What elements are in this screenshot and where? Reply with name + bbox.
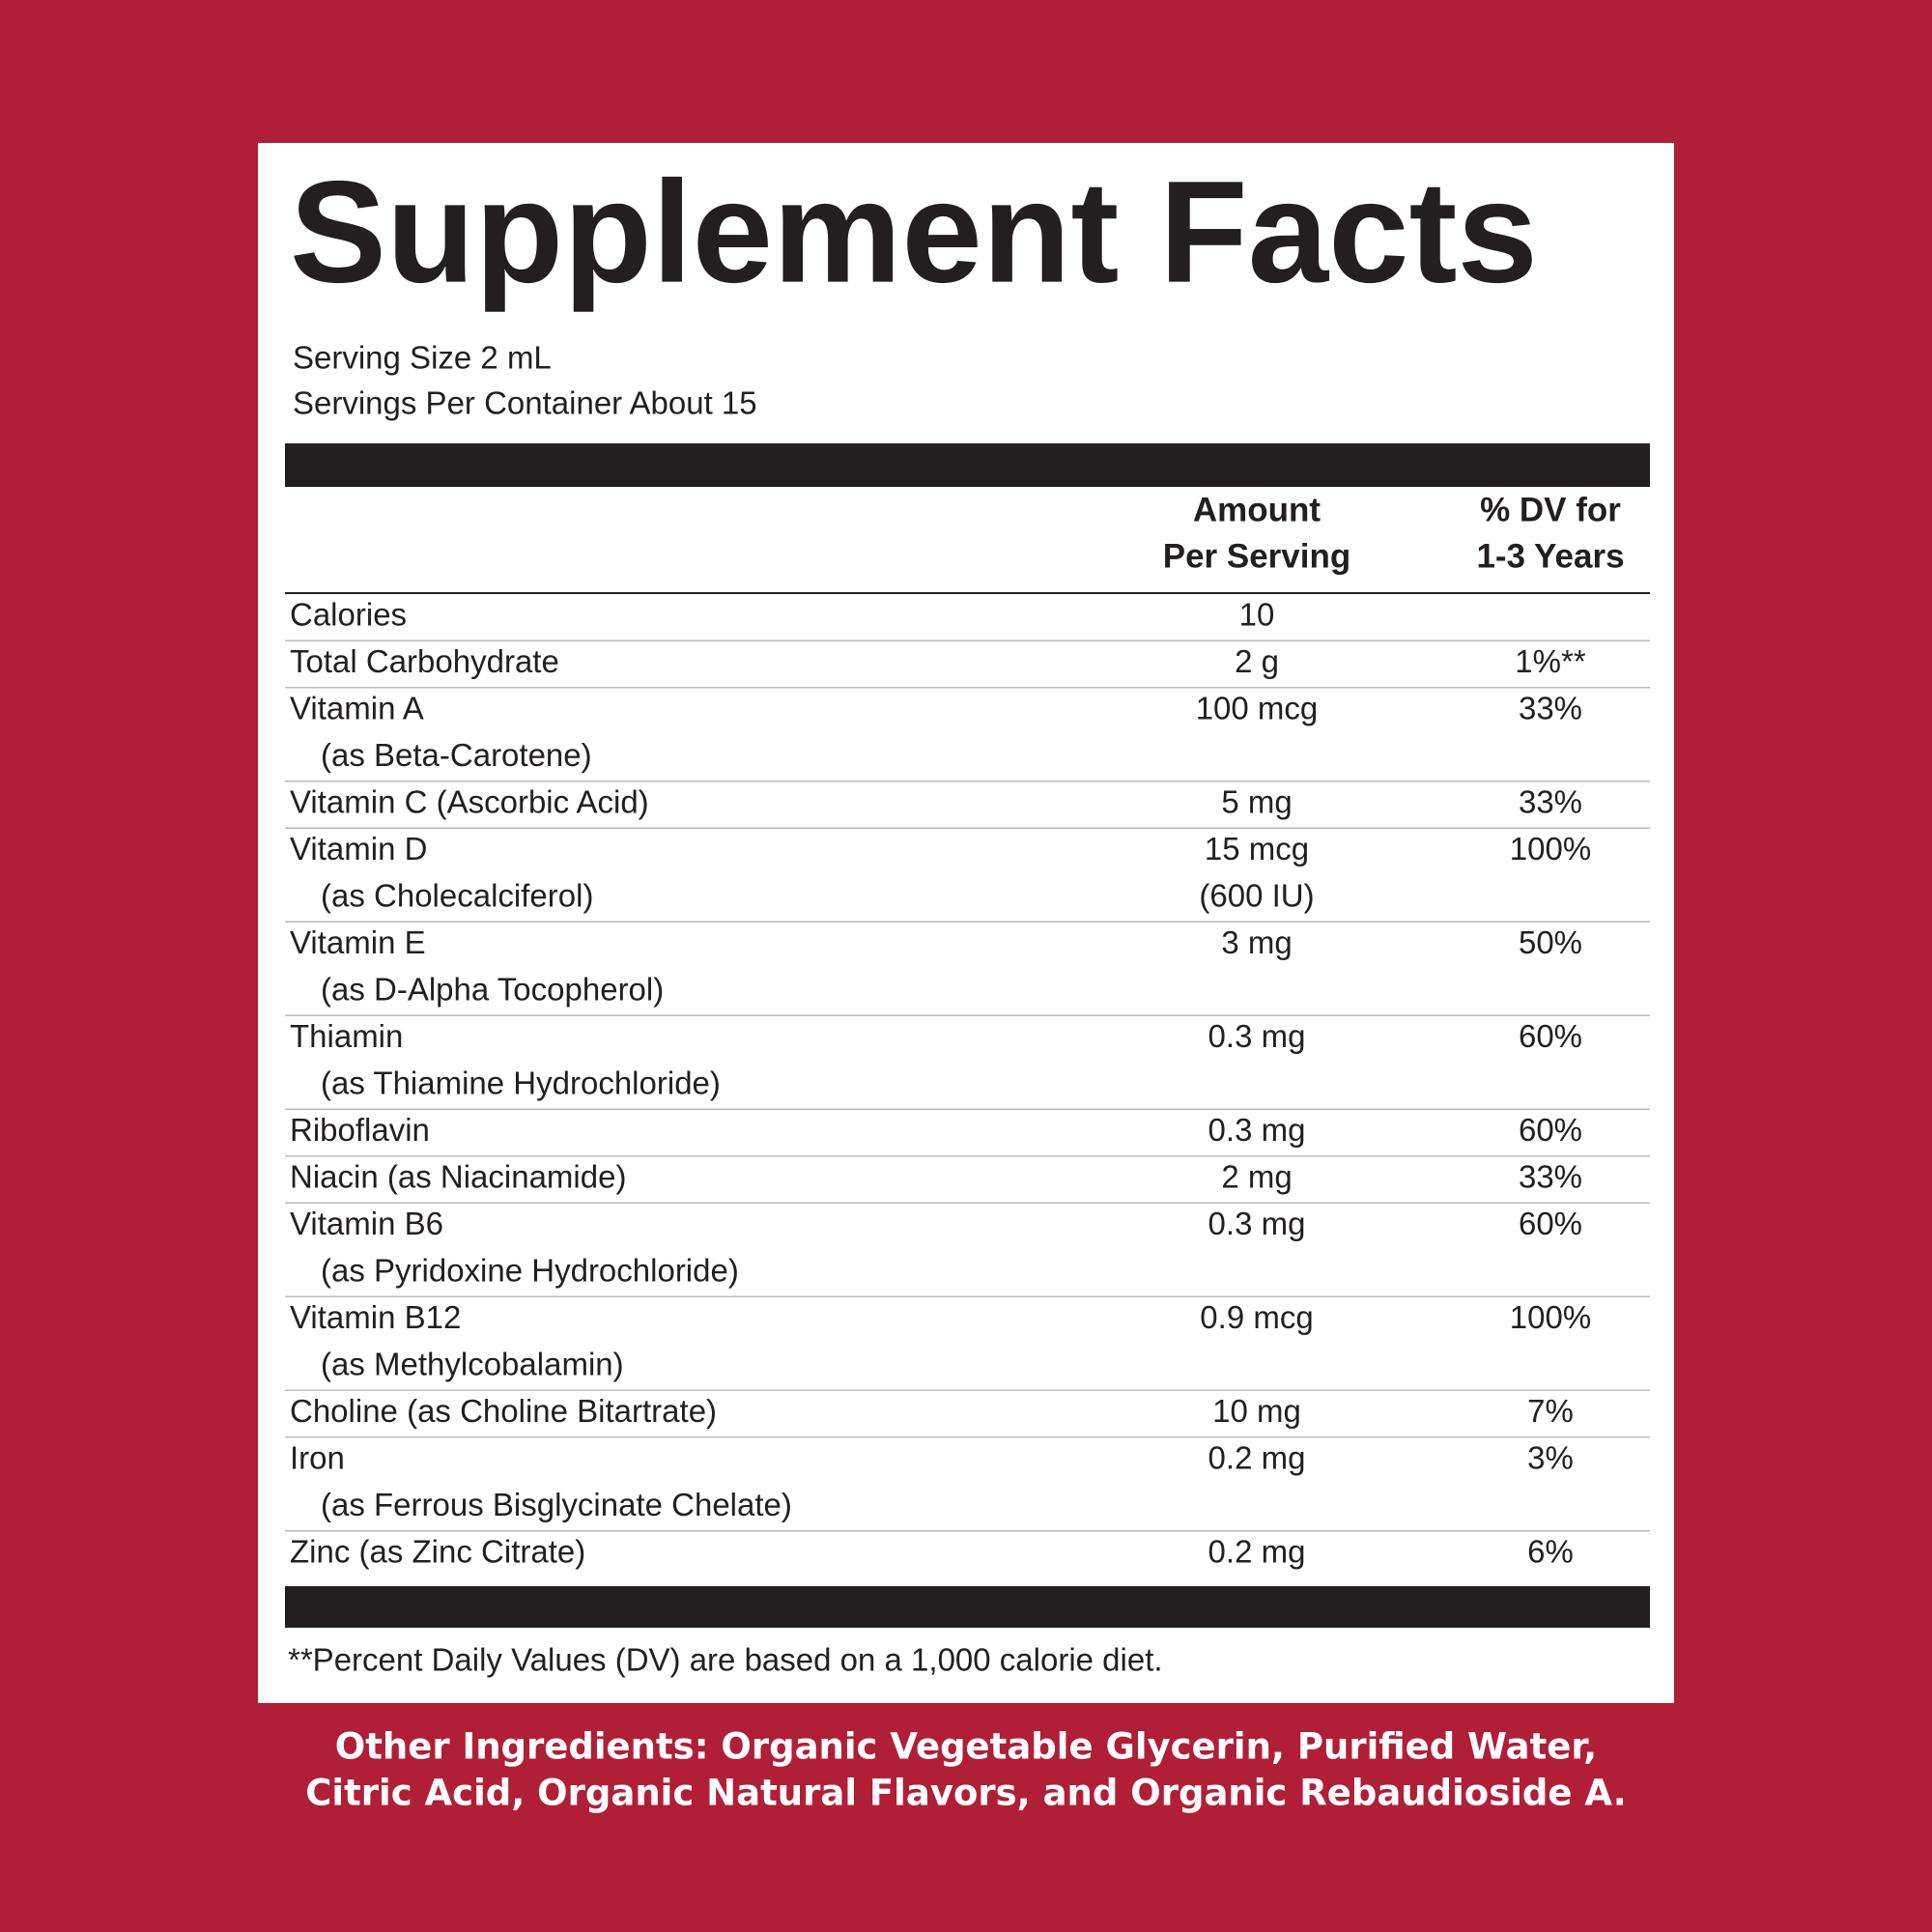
- daily-value: 7%: [1527, 1393, 1574, 1429]
- row-divider: [285, 1436, 1650, 1438]
- amount: (600 IU): [1199, 878, 1314, 914]
- amount: 15 mcg: [1205, 831, 1309, 867]
- amount: 10 mg: [1212, 1393, 1301, 1429]
- nutrient-name: Vitamin A: [290, 691, 424, 726]
- daily-value: 3%: [1527, 1440, 1574, 1476]
- nutrient-name: Vitamin B12: [290, 1299, 461, 1335]
- facts-panel: [258, 143, 1674, 1703]
- nutrient-source: (as Beta-Carotene): [321, 737, 592, 773]
- daily-value: 33%: [1519, 691, 1582, 726]
- amount: 2 g: [1235, 643, 1279, 679]
- amount: 0.9 mcg: [1200, 1299, 1313, 1335]
- amount: 0.3 mg: [1208, 1112, 1306, 1148]
- row-divider: [285, 687, 1650, 689]
- row-divider: [285, 921, 1650, 923]
- daily-value: 60%: [1519, 1112, 1582, 1148]
- nutrient-name: Thiamin: [290, 1018, 403, 1054]
- nutrient-name: Niacin (as Niacinamide): [290, 1159, 626, 1195]
- daily-value: 6%: [1527, 1534, 1574, 1570]
- title: Supplement Facts: [290, 151, 1538, 313]
- daily-value: 60%: [1519, 1206, 1582, 1241]
- daily-value: 33%: [1519, 1159, 1582, 1195]
- daily-value: 100%: [1510, 831, 1591, 867]
- nutrient-name: Vitamin C (Ascorbic Acid): [290, 784, 649, 820]
- header-rule: [285, 592, 1650, 594]
- amount: 3 mg: [1221, 924, 1292, 960]
- nutrient-source: (as Methylcobalamin): [321, 1347, 624, 1382]
- daily-value: 60%: [1519, 1018, 1582, 1054]
- row-divider: [285, 1530, 1650, 1532]
- daily-value: 1%**: [1515, 643, 1586, 679]
- row-divider: [285, 1014, 1650, 1016]
- row-divider: [285, 781, 1650, 782]
- amount-header: Amount: [1193, 491, 1321, 528]
- nutrient-name: Iron: [290, 1440, 345, 1476]
- other-ingredients: Other Ingredients: Organic Vegetable Gly…: [335, 1726, 1598, 1768]
- bottom-bar: [285, 1586, 1650, 1628]
- dv-header: 1-3 Years: [1476, 537, 1624, 575]
- dv-header: % DV for: [1480, 491, 1621, 528]
- serving-size: Serving Size 2 mL: [293, 340, 552, 376]
- amount: 5 mg: [1221, 784, 1292, 820]
- nutrient-name: Vitamin E: [290, 924, 426, 960]
- row-divider: [285, 1295, 1650, 1297]
- nutrient-source: (as Cholecalciferol): [321, 878, 593, 914]
- other-ingredients: Citric Acid, Organic Natural Flavors, an…: [305, 1773, 1627, 1814]
- nutrient-source: (as Pyridoxine Hydrochloride): [321, 1253, 739, 1289]
- nutrient-source: (as Thiamine Hydrochloride): [321, 1065, 721, 1101]
- amount: 0.3 mg: [1208, 1206, 1306, 1241]
- top-bar: [285, 443, 1650, 487]
- amount: 2 mg: [1221, 1159, 1292, 1195]
- row-divider: [285, 1108, 1650, 1110]
- daily-value: 100%: [1510, 1299, 1591, 1335]
- daily-value: 33%: [1519, 784, 1582, 820]
- nutrient-source: (as D-Alpha Tocopherol): [321, 972, 664, 1008]
- nutrient-name: Choline (as Choline Bitartrate): [290, 1393, 717, 1429]
- footnote: **Percent Daily Values (DV) are based on…: [288, 1642, 1163, 1678]
- nutrient-name: Vitamin B6: [290, 1206, 443, 1241]
- row-divider: [285, 1389, 1650, 1391]
- row-divider: [285, 827, 1650, 829]
- row-divider: [285, 1155, 1650, 1157]
- amount: 0.2 mg: [1208, 1534, 1306, 1570]
- amount: 100 mcg: [1196, 691, 1319, 726]
- nutrient-name: Riboflavin: [290, 1112, 430, 1148]
- nutrient-name: Total Carbohydrate: [290, 643, 559, 679]
- nutrient-source: (as Ferrous Bisglycinate Chelate): [321, 1487, 792, 1522]
- servings-per-container: Servings Per Container About 15: [293, 385, 757, 421]
- daily-value: 50%: [1519, 924, 1582, 960]
- amount: 10: [1239, 597, 1275, 633]
- amount: 0.2 mg: [1208, 1440, 1306, 1476]
- nutrient-name: Zinc (as Zinc Citrate): [290, 1534, 585, 1570]
- amount: 0.3 mg: [1208, 1018, 1306, 1054]
- amount-header: Per Serving: [1163, 537, 1351, 575]
- nutrient-name: Calories: [290, 597, 407, 633]
- row-divider: [285, 1202, 1650, 1204]
- nutrient-name: Vitamin D: [290, 831, 427, 867]
- row-divider: [285, 639, 1650, 641]
